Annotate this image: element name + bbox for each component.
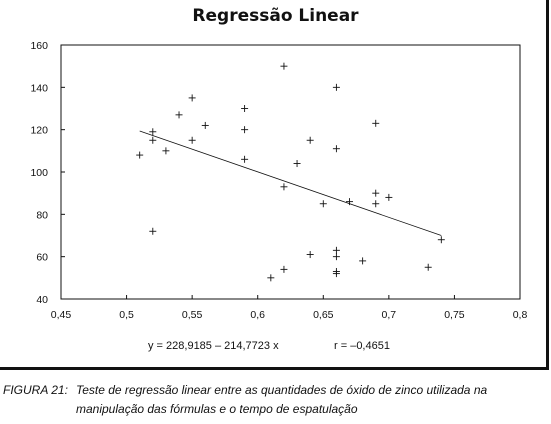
data-point (280, 183, 288, 191)
x-tick-label: 0,55 (182, 309, 203, 321)
correlation-coefficient: r = –0,4651 (334, 340, 390, 352)
data-point (201, 121, 209, 129)
data-point (372, 200, 380, 208)
data-point (162, 147, 170, 155)
data-point (149, 227, 157, 235)
x-tick-label: 0,5 (119, 309, 134, 321)
data-point (437, 236, 445, 244)
data-point (306, 136, 314, 144)
data-point (332, 270, 340, 278)
data-point (359, 257, 367, 265)
x-tick-label: 0,8 (513, 309, 528, 321)
data-point (319, 200, 327, 208)
data-point (188, 136, 196, 144)
y-tick-label: 140 (30, 82, 48, 94)
data-points (136, 62, 445, 282)
data-point (175, 111, 183, 119)
data-point (385, 193, 393, 201)
data-point (332, 246, 340, 254)
y-tick-label: 100 (30, 167, 48, 179)
data-point (306, 251, 314, 259)
data-point (372, 189, 380, 197)
data-point (332, 253, 340, 261)
data-point (372, 119, 380, 127)
plot-area (60, 44, 521, 300)
data-point (188, 94, 196, 102)
y-tick-label: 120 (30, 125, 48, 137)
y-tick-label: 60 (36, 252, 48, 264)
x-tick-label: 0,45 (51, 309, 72, 321)
data-point (424, 263, 432, 271)
y-axis-ticks: 40 60 80 100 120 140 160 (30, 40, 65, 306)
x-tick-label: 0,75 (444, 309, 465, 321)
data-point (346, 198, 354, 206)
regression-equation: y = 228,9185 – 214,7723 x (148, 340, 279, 352)
data-point (149, 136, 157, 144)
y-tick-label: 80 (36, 209, 48, 221)
x-tick-label: 0,6 (250, 309, 265, 321)
data-point (267, 274, 275, 282)
data-point (241, 126, 249, 134)
x-axis-ticks: 0,45 0,5 0,55 0,6 0,65 0,7 0,75 0,8 (51, 295, 528, 321)
figure-label: FIGURA 21: (3, 383, 68, 397)
data-point (241, 155, 249, 163)
x-tick-label: 0,7 (382, 309, 397, 321)
figure-caption-line-2: manipulação das fórmulas e o tempo de es… (76, 402, 358, 416)
x-tick-label: 0,65 (313, 309, 334, 321)
data-point (136, 151, 144, 159)
data-point (332, 145, 340, 153)
chart-title: Regressão Linear (192, 6, 359, 26)
y-tick-label: 40 (36, 294, 48, 306)
chart-frame (0, 0, 549, 370)
data-point (149, 128, 157, 136)
regression-line (139, 130, 442, 236)
data-point (332, 83, 340, 91)
figure-caption-line-1: Teste de regressão linear entre as quant… (76, 383, 488, 397)
data-point (280, 265, 288, 273)
data-point (293, 160, 301, 168)
data-point (241, 105, 249, 112)
y-tick-label: 160 (30, 40, 48, 52)
data-point (280, 62, 288, 70)
